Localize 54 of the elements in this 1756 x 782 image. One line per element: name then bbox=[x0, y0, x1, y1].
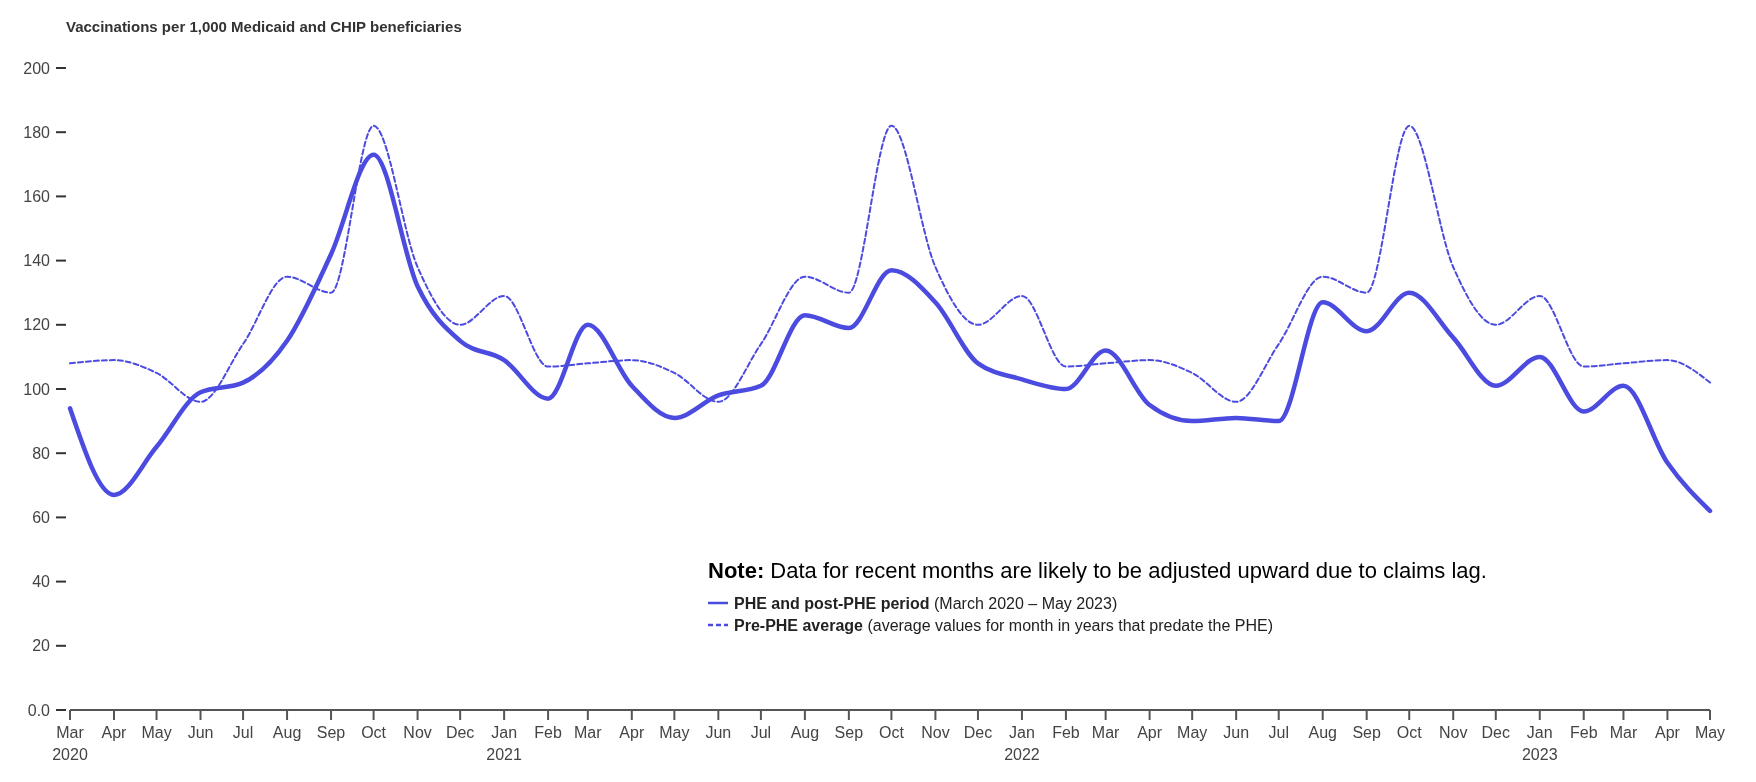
y-tick-label: 0.0 bbox=[27, 701, 51, 719]
x-tick-label: Mar 2020 bbox=[52, 724, 88, 763]
y-tick-label: 100 bbox=[23, 380, 51, 398]
x-tick-label: Aug bbox=[790, 724, 820, 741]
y-tick-label: 20 bbox=[32, 637, 51, 655]
x-tick-label: Mar bbox=[574, 724, 603, 741]
y-tick-label: 120 bbox=[23, 316, 51, 334]
y-tick-label: 60 bbox=[32, 509, 51, 526]
y-tick-label: 40 bbox=[32, 573, 51, 591]
y-tick-label: 180 bbox=[23, 123, 51, 141]
x-tick-label: Oct bbox=[361, 724, 387, 741]
x-tick-label: Jan 2023 bbox=[1521, 724, 1558, 763]
x-tick-label: Nov bbox=[1438, 724, 1468, 741]
x-tick-label: May bbox=[1177, 724, 1208, 741]
x-tick-label: Nov bbox=[403, 724, 432, 741]
x-tick-label: Jun bbox=[1223, 724, 1250, 741]
x-tick-label: Nov bbox=[921, 724, 950, 741]
x-tick-label: Dec bbox=[1481, 724, 1511, 741]
annotation: Note: Data for recent months are likely to be adjusted upward due to claims lag. bbox=[708, 558, 1487, 583]
x-tick-label: Aug bbox=[1308, 724, 1337, 741]
x-tick-label: Oct bbox=[878, 724, 905, 741]
x-tick-label: Apr bbox=[1654, 724, 1681, 741]
x-tick-label: May bbox=[141, 724, 172, 741]
x-tick-label: Mar bbox=[1091, 724, 1121, 741]
x-tick-label: Jan 2021 bbox=[486, 724, 523, 763]
y-tick-label: 200 bbox=[23, 59, 51, 77]
x-tick-label: Jul bbox=[1268, 724, 1289, 741]
x-tick-label: Sep bbox=[1352, 724, 1382, 741]
x-tick-label: Sep bbox=[316, 724, 346, 741]
x-tick-label: May bbox=[1694, 724, 1726, 741]
chart-title: Vaccinations per 1,000 Medicaid and CHIP beneficiaries bbox=[66, 18, 462, 35]
x-tick-label: Apr bbox=[1137, 724, 1163, 741]
legend-label: PHE and post-PHE period (March 2020 – May 2023) bbox=[734, 594, 1118, 612]
x-tick-label: Dec bbox=[963, 724, 993, 741]
x-tick-label: Mar bbox=[1609, 724, 1638, 741]
x-tick-label: Feb bbox=[534, 724, 562, 741]
x-tick-label: Aug bbox=[272, 724, 302, 741]
y-tick-label: 140 bbox=[23, 252, 51, 270]
x-tick-label: Oct bbox=[1396, 724, 1423, 741]
y-tick-label: 80 bbox=[32, 444, 51, 462]
x-tick-label: Jul bbox=[232, 724, 254, 741]
y-tick-label: 160 bbox=[23, 188, 51, 205]
x-tick-label: Sep bbox=[834, 724, 864, 741]
x-tick-label: Dec bbox=[445, 724, 475, 741]
legend-label: Pre-PHE average (average values for month in years that predate the PHE) bbox=[734, 616, 1273, 634]
x-tick-label: Jul bbox=[750, 724, 772, 741]
x-tick-label: Jun bbox=[705, 724, 732, 741]
x-tick-label: Jan 2022 bbox=[1004, 724, 1040, 763]
x-tick-label: Jun bbox=[187, 724, 214, 741]
x-tick-label: May bbox=[659, 724, 690, 741]
x-tick-label: Feb bbox=[1569, 724, 1598, 741]
x-tick-label: Feb bbox=[1052, 724, 1080, 741]
x-tick-label: Apr bbox=[101, 724, 128, 741]
x-tick-label: Apr bbox=[619, 724, 645, 741]
